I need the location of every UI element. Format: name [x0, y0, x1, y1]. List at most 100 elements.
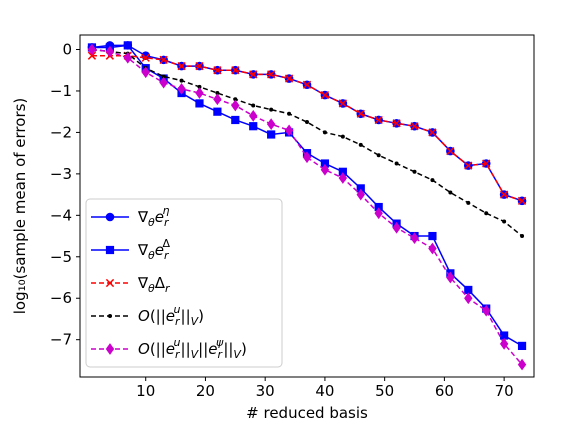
data-point — [302, 80, 312, 89]
data-point — [267, 70, 276, 79]
data-point — [500, 190, 509, 199]
data-point — [195, 87, 204, 99]
series-2 — [87, 51, 527, 205]
y-axis: 0 −1 −2 −3 −4 −5 −6 −7 — [50, 41, 80, 349]
data-point — [320, 90, 330, 100]
data-point — [520, 234, 525, 239]
data-point — [267, 130, 276, 139]
data-point — [428, 231, 437, 241]
data-point — [502, 219, 507, 224]
data-point — [215, 91, 220, 96]
y-tick-label: −7 — [50, 331, 72, 349]
legend-marker — [105, 212, 115, 222]
x-tick-label: 40 — [315, 382, 334, 400]
data-point — [287, 111, 292, 116]
x-axis: 10 20 30 40 50 60 70 — [136, 377, 514, 400]
data-point — [481, 304, 491, 317]
data-point — [392, 119, 401, 128]
data-point — [320, 163, 330, 176]
y-tick-label: −2 — [50, 123, 72, 141]
data-point — [410, 122, 419, 131]
y-axis-label: log₁₀(sample mean of errors) — [11, 98, 29, 315]
data-point — [428, 242, 437, 255]
data-point — [177, 61, 186, 71]
series-layer — [87, 41, 527, 371]
data-point — [305, 120, 309, 125]
data-point — [123, 51, 133, 64]
x-tick-label: 60 — [435, 382, 454, 400]
data-point — [340, 134, 345, 139]
data-point — [159, 55, 168, 65]
data-point — [213, 66, 222, 75]
data-point — [177, 83, 186, 95]
data-point — [466, 200, 471, 205]
legend-marker — [108, 314, 112, 318]
data-point — [428, 128, 437, 137]
legend-marker — [105, 245, 115, 255]
legend-frame — [85, 198, 283, 368]
data-point — [231, 115, 240, 125]
data-point — [358, 142, 363, 147]
data-point — [448, 190, 453, 195]
data-point — [266, 118, 276, 130]
data-point — [356, 109, 365, 118]
legend-label-3: O(||eru||V) — [138, 303, 204, 328]
x-tick-label: 10 — [136, 382, 155, 400]
y-tick-label: −6 — [50, 289, 72, 307]
legend-label-1: ∇θerΔ — [137, 237, 171, 262]
legend-label-2: ∇θΔr — [137, 274, 171, 295]
data-point — [446, 271, 455, 284]
data-point — [179, 78, 184, 83]
y-tick-label: 0 — [62, 41, 72, 59]
data-point — [284, 124, 294, 137]
data-point — [284, 74, 294, 83]
data-point — [374, 207, 383, 220]
legend-marker — [105, 278, 115, 288]
data-point — [87, 51, 97, 60]
data-point — [251, 103, 256, 108]
data-point — [446, 146, 455, 156]
data-point — [231, 99, 240, 112]
data-point — [410, 232, 419, 244]
data-point — [249, 109, 258, 122]
data-point — [517, 358, 527, 371]
x-tick-label: 70 — [495, 382, 514, 400]
data-point — [517, 341, 527, 351]
data-point — [159, 76, 168, 89]
data-point — [322, 130, 327, 135]
legend-label-4: O(||eru||V||erψ||V) — [138, 336, 247, 361]
data-point — [302, 151, 312, 164]
x-tick-label: 20 — [196, 382, 215, 400]
data-point — [499, 337, 509, 350]
data-point — [464, 161, 473, 170]
data-point — [213, 107, 222, 116]
series-4 — [87, 43, 527, 371]
data-point — [197, 84, 202, 89]
data-point — [161, 74, 166, 79]
data-point — [374, 115, 383, 125]
data-point — [231, 66, 240, 75]
plot-frame — [79, 34, 535, 378]
data-point — [392, 221, 401, 234]
x-axis-label: # reduced basis — [246, 404, 368, 422]
y-tick-label: −3 — [50, 165, 72, 183]
data-point — [412, 169, 417, 174]
y-tick-label: −5 — [50, 248, 72, 266]
data-point — [213, 93, 222, 106]
y-tick-label: −4 — [50, 206, 72, 224]
x-tick-label: 50 — [375, 382, 394, 400]
data-point — [87, 43, 97, 56]
x-tick-label: 30 — [256, 382, 275, 400]
data-point — [376, 153, 381, 158]
data-point — [141, 66, 150, 79]
data-point — [338, 172, 348, 184]
data-point — [249, 122, 258, 131]
data-point — [356, 188, 365, 201]
data-point — [105, 45, 115, 58]
legend: ∇θerη∇θerΔ∇θΔrO(||eru||V)O(||eru||V||erψ… — [85, 198, 283, 368]
data-point — [338, 99, 347, 108]
data-point — [195, 61, 204, 71]
data-point — [141, 53, 150, 62]
